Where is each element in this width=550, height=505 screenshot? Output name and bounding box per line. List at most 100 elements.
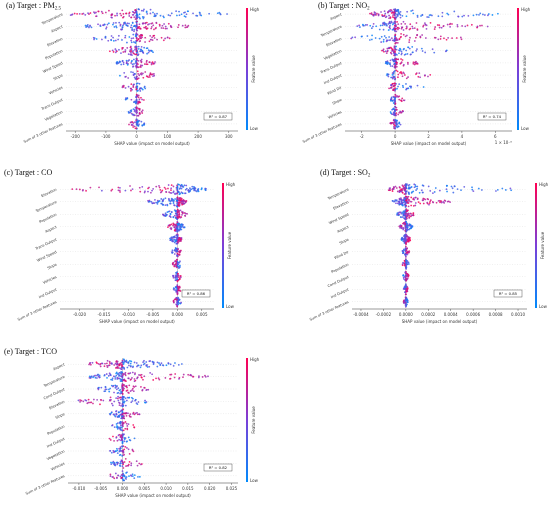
shap-point: [137, 48, 140, 50]
shap-point: [120, 63, 123, 66]
shap-point: [191, 187, 194, 190]
shap-point: [383, 14, 386, 17]
shap-point: [393, 99, 396, 102]
shap-point: [172, 364, 175, 367]
shap-point: [371, 34, 373, 37]
shap-point: [121, 374, 124, 377]
shap-point: [178, 10, 180, 13]
shap-point: [416, 48, 418, 51]
shap-point: [116, 392, 119, 395]
feature-label: Aspect: [53, 362, 66, 371]
x-tick-label: 0.005: [196, 312, 208, 317]
shap-point: [177, 239, 180, 241]
feature-label: Elevation: [41, 188, 58, 199]
shap-point: [382, 22, 385, 25]
shap-point: [124, 34, 127, 37]
shap-point: [138, 413, 141, 416]
shap-point: [198, 11, 201, 14]
shap-point: [84, 24, 87, 27]
shap-point: [158, 23, 161, 26]
shap-point: [134, 121, 136, 124]
shap-point: [123, 433, 125, 436]
shap-point: [404, 279, 407, 281]
x-tick-label: -200: [71, 134, 81, 139]
shap-point: [145, 61, 148, 63]
colorbar-high-label: High: [521, 7, 531, 12]
shap-point: [402, 214, 405, 216]
shap-point: [145, 365, 148, 367]
shap-point: [172, 261, 175, 264]
shap-point: [417, 75, 420, 78]
shap-point: [404, 300, 407, 303]
shap-point: [133, 437, 136, 440]
shap-point: [143, 386, 146, 389]
shap-point: [420, 47, 423, 50]
shap-point: [174, 217, 177, 219]
shap-point: [177, 228, 180, 231]
shap-point: [442, 25, 445, 27]
shap-point: [122, 429, 125, 432]
shap-point: [424, 37, 427, 39]
panel-title: (e) Target : TCO: [4, 347, 57, 356]
shap-point: [408, 193, 411, 195]
shap-point: [142, 378, 144, 381]
shap-point: [397, 28, 399, 31]
shap-point: [108, 372, 111, 375]
shap-point: [134, 61, 137, 64]
shap-point: [152, 75, 154, 78]
shap-point: [407, 187, 410, 190]
shap-point: [131, 13, 134, 16]
shap-point: [133, 114, 135, 117]
shap-point: [128, 36, 131, 38]
shap-point: [170, 26, 173, 29]
shap-point: [399, 62, 402, 65]
shap-point: [381, 14, 383, 16]
feature-label: Wind Speed: [36, 250, 57, 263]
shap-point: [429, 190, 432, 192]
shap-point: [390, 21, 393, 24]
shap-point: [89, 376, 92, 379]
shap-point: [412, 198, 415, 201]
shap-point: [126, 425, 129, 427]
shap-point: [118, 450, 121, 453]
shap-point: [131, 54, 133, 56]
shap-point: [398, 83, 401, 86]
shap-point: [120, 375, 122, 378]
shap-point: [399, 16, 402, 19]
feature-label: Population: [45, 49, 64, 61]
shap-point: [92, 402, 94, 405]
feature-label: Population: [39, 213, 58, 225]
shap-point: [406, 196, 409, 198]
shap-point: [104, 11, 107, 14]
shap-point: [406, 275, 409, 278]
shap-point: [389, 189, 392, 192]
shap-point: [92, 376, 94, 379]
shap-point: [134, 48, 136, 51]
shap-point: [169, 237, 171, 240]
shap-point: [197, 376, 200, 379]
shap-point: [410, 196, 413, 199]
shap-point: [117, 434, 120, 437]
shap-point: [107, 374, 110, 377]
shap-point: [133, 62, 135, 65]
shap-point: [167, 184, 170, 186]
shap-point: [176, 230, 179, 233]
shap-point: [118, 389, 121, 392]
shap-point: [179, 260, 181, 263]
shap-point: [168, 37, 171, 40]
shap-point: [101, 12, 104, 15]
shap-point: [115, 410, 117, 413]
shap-point: [173, 249, 176, 252]
shap-point: [393, 46, 396, 49]
shap-point: [122, 422, 125, 424]
shap-point: [135, 48, 138, 51]
shap-point: [88, 363, 90, 366]
shap-point: [140, 373, 143, 376]
shap-point: [151, 39, 154, 41]
feature-label: Wind Speed: [42, 61, 63, 74]
shap-point: [123, 461, 126, 463]
shap-point: [117, 474, 120, 477]
shap-point: [419, 202, 422, 205]
shap-point: [106, 359, 109, 362]
shap-point: [402, 226, 404, 229]
